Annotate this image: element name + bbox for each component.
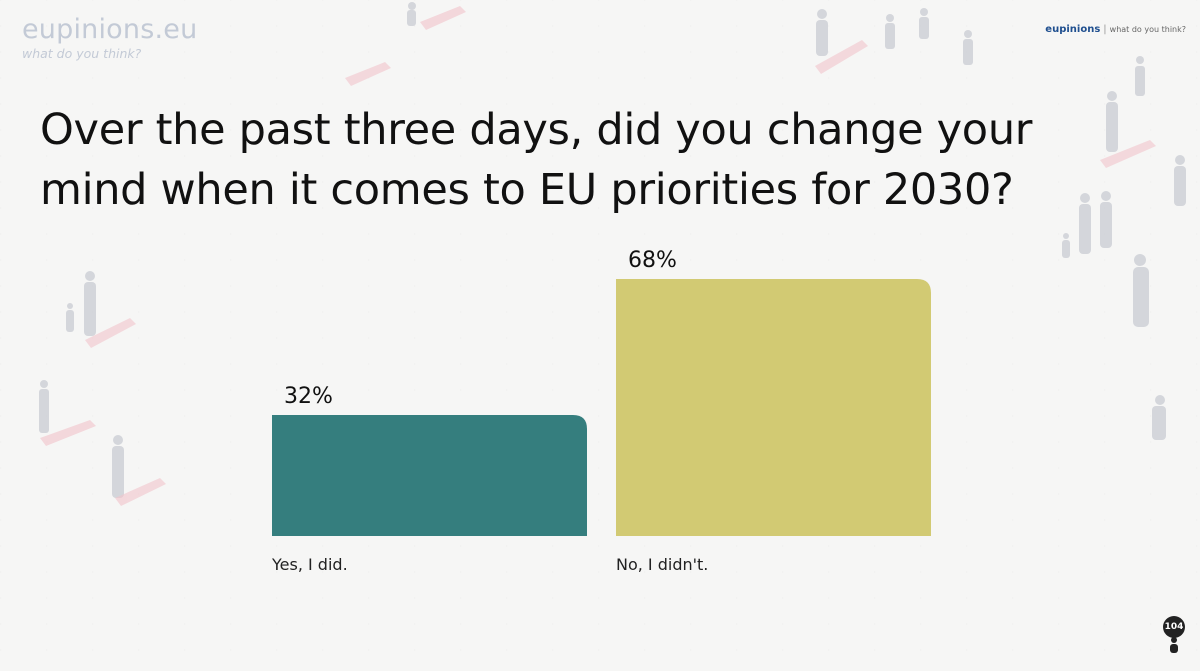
person-icon bbox=[1170, 637, 1178, 653]
data-label-yes: 32% bbox=[284, 384, 333, 409]
chart-title: Over the past three days, did you change… bbox=[40, 105, 1033, 215]
logo-tagline: what do you think? bbox=[22, 46, 142, 61]
corner-tagline: what do you think? bbox=[1109, 25, 1186, 34]
logo-name: eupinions.eu bbox=[22, 14, 198, 45]
data-label-no: 68% bbox=[628, 248, 677, 273]
corner-separator: | bbox=[1103, 24, 1107, 35]
corner-logo: eupinions | what do you think? bbox=[1045, 24, 1186, 35]
corner-brand: eupinions bbox=[1045, 24, 1101, 35]
category-label-yes: Yes, I did. bbox=[271, 555, 348, 574]
viewer-count-badge: 104 bbox=[1163, 616, 1185, 638]
category-label-no: No, I didn't. bbox=[616, 555, 708, 574]
bar-yes bbox=[272, 415, 587, 536]
site-logo: eupinions.eu what do you think? bbox=[22, 14, 197, 61]
bar-no bbox=[616, 279, 931, 536]
